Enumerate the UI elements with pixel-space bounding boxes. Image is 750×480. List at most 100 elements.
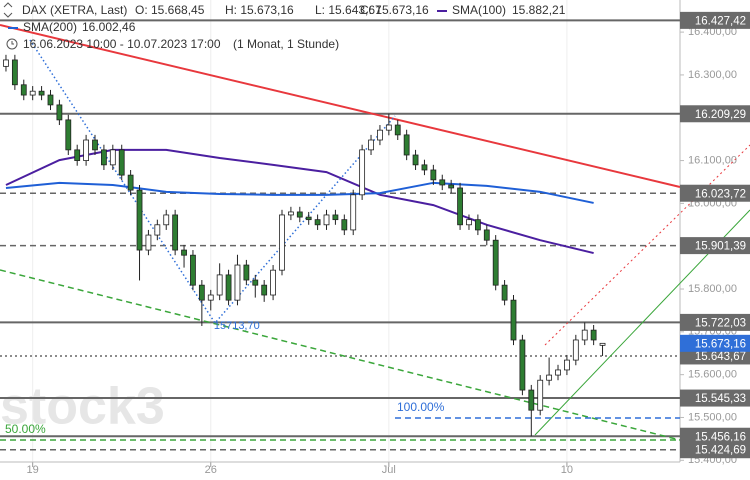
level-box: [680, 105, 750, 123]
y-tick-label: 16.300,00: [688, 69, 737, 81]
level-label: 16.427,42: [695, 15, 746, 27]
candle-body: [546, 374, 553, 381]
candle-body: [323, 214, 330, 226]
candle-body: [483, 229, 490, 241]
collapse-icon[interactable]: [3, 2, 13, 18]
level-box: [680, 389, 750, 407]
level-label: 15.643,67: [695, 351, 746, 363]
level-box: [680, 427, 750, 445]
level-label: 15.456,16: [695, 431, 746, 443]
candle-body: [11, 59, 18, 86]
sma-line: [5, 181, 594, 204]
candle-body: [555, 369, 561, 376]
candle-body: [528, 389, 535, 411]
candle-body: [198, 284, 205, 301]
sma100-value: 15.882,21: [512, 3, 566, 17]
fib-50-label: 50.00%: [5, 422, 46, 436]
candle-body: [252, 279, 259, 286]
ohlc-close: C: 15.673,16: [360, 3, 429, 17]
candle-body: [572, 339, 579, 361]
candle-body: [101, 149, 107, 166]
x-tick-label: 10: [561, 464, 573, 476]
sma200-name: SMA(200): [23, 20, 77, 34]
sma200-value: 16.002,46: [82, 20, 136, 34]
legend: DAX (XETRA, Last) O: 15.668,45 H: 15.673…: [3, 2, 566, 51]
candle-body: [56, 104, 63, 121]
candle-body: [296, 211, 303, 218]
level-box: [680, 441, 750, 459]
candle-body: [270, 269, 276, 296]
candle-body: [109, 149, 116, 166]
trendlines: 100.00% 50.00%: [0, 24, 750, 441]
candle-body: [74, 149, 81, 161]
candle-body: [261, 284, 268, 296]
candle-body: [519, 339, 526, 391]
candle-body: [181, 249, 187, 256]
watermark: stock3: [0, 378, 165, 436]
candle-body: [216, 274, 223, 296]
candle-body: [145, 234, 152, 251]
x-tick-label: 19: [27, 464, 39, 476]
candle-body: [466, 219, 472, 226]
candle-body: [172, 214, 179, 251]
sma100-name: SMA(100): [452, 3, 506, 17]
fib-connector: [29, 39, 396, 325]
candle-body: [279, 214, 285, 271]
front-layer: 15713,70 16.427,42 16.209,29 16.023,72 15.90…: [3, 11, 750, 459]
level-label: 15.722,03: [695, 317, 746, 329]
level-label: 16.209,29: [695, 109, 746, 121]
candle-body: [305, 216, 312, 221]
candle-body: [492, 239, 499, 286]
candle-body: [350, 194, 357, 231]
candle-body: [590, 329, 597, 341]
level-box: [680, 11, 750, 29]
y-tick-label: 15.500,00: [688, 411, 737, 423]
x-tick-label: Jul: [382, 464, 396, 476]
candle-body: [394, 124, 401, 136]
x-tick-label: 26: [205, 464, 217, 476]
candle-body: [118, 149, 125, 176]
candle-body: [403, 134, 410, 156]
candle-body: [127, 174, 134, 191]
low-annotation: 15713,70: [214, 320, 260, 332]
candle-body: [412, 154, 419, 166]
candle-body: [314, 219, 321, 226]
trendline-red: [0, 24, 681, 188]
candle-body: [38, 90, 45, 96]
candle-body: [368, 139, 374, 151]
candle-body: [92, 139, 98, 151]
candle-body: [439, 179, 446, 186]
y-tick-label: 16.400,00: [688, 26, 737, 38]
candle-body: [83, 139, 90, 161]
candle-body: [457, 187, 463, 226]
candle-body: [564, 359, 570, 371]
candle-body: [581, 329, 588, 341]
candle-body: [234, 264, 241, 301]
candle-body: [190, 254, 196, 286]
clock-icon: [6, 38, 18, 50]
y-tick-label: 15.800,00: [688, 283, 737, 295]
level-label: 16.023,72: [695, 188, 746, 200]
date-range: 16.06.2023 10:00 - 10.07.2023 17:00: [23, 37, 221, 51]
level-box: [680, 237, 750, 255]
candle-body: [47, 94, 54, 106]
candle-body: [154, 224, 161, 236]
last-price-label: 15.673,16: [695, 338, 746, 350]
trendline-green-dashed: [0, 269, 681, 441]
level-label: 15.545,33: [695, 393, 746, 405]
ohlc-low: L: 15.643,67: [315, 3, 382, 17]
candle-body: [448, 184, 455, 189]
candle-body: [359, 149, 366, 196]
candle-body: [474, 219, 481, 231]
candle-body: [501, 284, 508, 301]
candle-body: [136, 189, 143, 251]
candle-body: [29, 90, 36, 96]
candle-body: [163, 214, 170, 226]
back-layer: 15.400,0015.500,0015.600,0015.700,0015.8…: [0, 0, 737, 476]
candle-body: [537, 379, 544, 411]
candle-body: [243, 264, 250, 281]
candle-body: [430, 169, 437, 181]
candle-body: [225, 274, 232, 301]
level-box: [680, 313, 750, 331]
